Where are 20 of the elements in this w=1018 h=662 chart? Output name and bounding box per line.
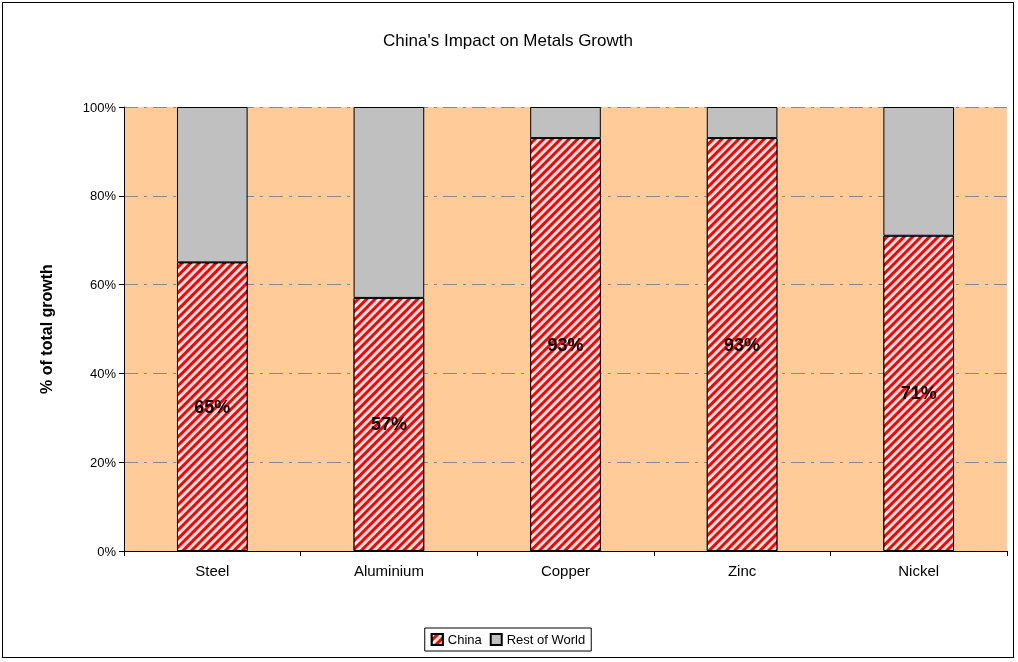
x-tick-label: Zinc (727, 562, 757, 579)
y-axis-title: % of total growth (37, 264, 55, 394)
legend-label: Rest of World (506, 632, 586, 647)
data-label: 93% (547, 334, 584, 355)
y-tick-label: 80% (89, 188, 117, 204)
x-tick-label: Nickel (898, 562, 940, 579)
legend-label: China (447, 632, 483, 647)
data-label: 57% (370, 414, 407, 435)
y-tick-label: 20% (89, 454, 117, 470)
x-tick-label: Copper (540, 562, 591, 579)
y-tick-label: 0% (97, 543, 117, 559)
y-tick-label: 40% (89, 365, 117, 381)
y-tick-label: 100% (82, 99, 117, 115)
chart-title: China's Impact on Metals Growth (383, 31, 633, 50)
data-label: 71% (900, 383, 937, 404)
y-tick-label: 60% (89, 277, 117, 293)
x-tick-label: Steel (195, 562, 230, 579)
data-label: 93% (724, 334, 761, 355)
data-label: 65% (194, 396, 231, 417)
x-tick-label: Aluminium (353, 562, 424, 579)
